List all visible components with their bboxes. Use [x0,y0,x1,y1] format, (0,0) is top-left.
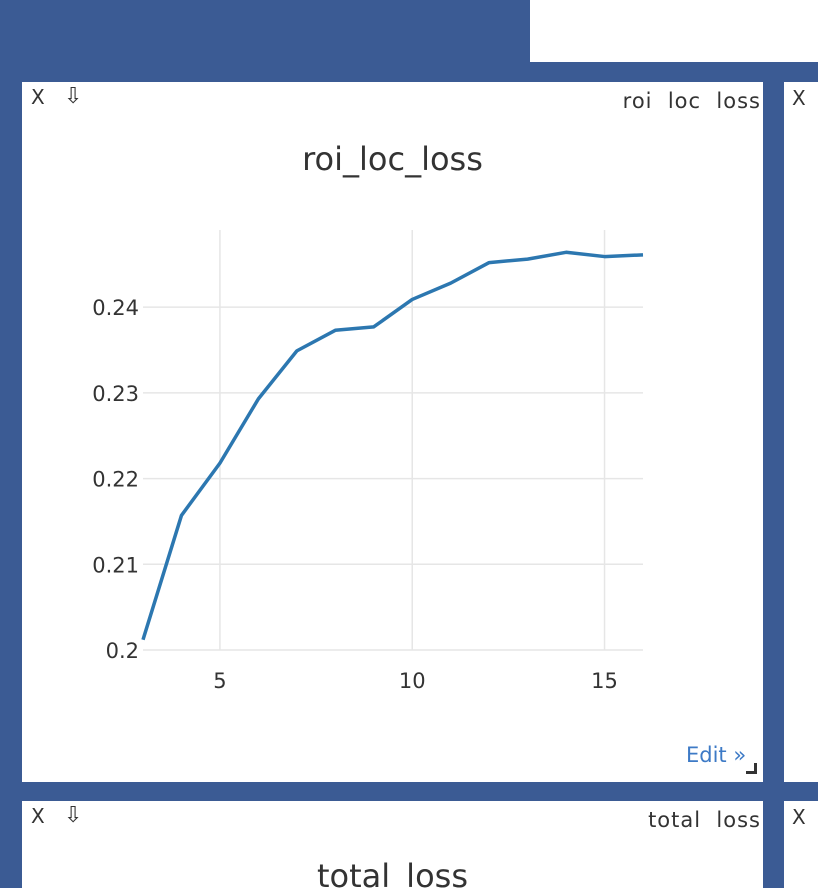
series-line-0 [141,250,644,641]
chart-title: total_loss [317,857,468,888]
edit-link[interactable]: Edit » [686,743,747,767]
resize-handle-icon[interactable] [746,763,757,774]
x-tick-label: 10 [399,669,426,693]
ticks-layer: 5 10 15 0.2 0.21 0.22 0.23 0.24 [92,296,618,693]
x-tick-label: 15 [591,669,618,693]
series-layer [141,250,644,641]
chart-pane-total-loss: X ⇩ total loss total_loss [22,801,763,888]
right-pane-top: X [784,82,818,782]
y-tick-label: 0.2 [106,639,139,663]
download-icon[interactable]: ⇩ [64,84,83,109]
close-icon[interactable]: X [31,804,45,828]
y-tick-label: 0.22 [92,468,139,492]
chart-title: roi_loc_loss [302,140,483,178]
close-icon[interactable]: X [31,85,45,109]
line-chart: 5 10 15 0.2 0.21 0.22 0.23 0.24 [92,230,644,693]
grid-layer [143,230,643,651]
y-tick-label: 0.24 [92,296,139,320]
top-white-area [530,0,818,62]
right-pane-bottom: X [784,801,818,888]
download-icon[interactable]: ⇩ [64,803,83,828]
y-tick-label: 0.21 [92,553,139,577]
close-icon[interactable]: X [792,805,806,829]
pane-label: total loss [648,808,761,832]
x-tick-label: 5 [213,669,226,693]
chart-pane-roi-loc-loss: X ⇩ roi loc loss roi_loc_loss 5 10 15 0.2 0.… [22,82,763,782]
y-tick-label: 0.23 [92,382,139,406]
pane-label: roi loc loss [622,89,761,113]
close-icon[interactable]: X [792,86,806,110]
